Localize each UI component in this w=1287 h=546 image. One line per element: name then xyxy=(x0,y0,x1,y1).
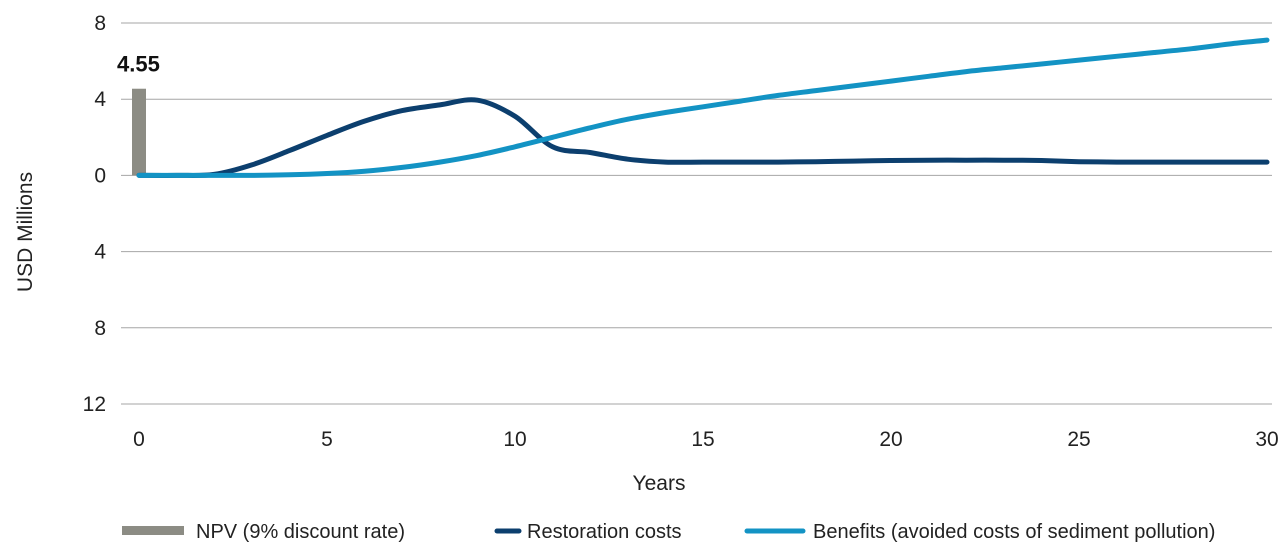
x-axis-title: Years xyxy=(633,472,686,495)
y-tick-label: 4 xyxy=(94,241,106,264)
npv-bar-label: 4.55 xyxy=(117,52,160,77)
restoration-costs-line xyxy=(136,97,1270,178)
y-tick-label: 8 xyxy=(94,317,106,340)
gridlines xyxy=(121,22,1272,405)
legend-label-benefits: Benefits (avoided costs of sediment poll… xyxy=(813,521,1215,543)
x-tick-labels: 0 5 10 15 20 25 30 xyxy=(133,428,1279,451)
series-lines xyxy=(136,37,1270,178)
legend-swatch-npv xyxy=(122,526,184,535)
benefits-line xyxy=(136,37,1270,178)
npv-bar-group: 4.55 xyxy=(117,52,160,176)
y-tick-label: 8 xyxy=(94,12,106,35)
x-tick-label: 15 xyxy=(691,428,714,451)
x-tick-label: 20 xyxy=(879,428,902,451)
y-tick-label: 12 xyxy=(83,393,106,416)
y-tick-labels: 8 4 0 4 8 12 xyxy=(83,12,107,416)
y-tick-label: 0 xyxy=(94,164,106,187)
x-tick-label: 5 xyxy=(321,428,333,451)
x-tick-label: 25 xyxy=(1067,428,1090,451)
legend-label-restoration: Restoration costs xyxy=(527,521,682,543)
x-tick-label: 10 xyxy=(503,428,526,451)
x-tick-label: 0 xyxy=(133,428,145,451)
y-axis-title: USD Millions xyxy=(14,172,37,292)
x-tick-label: 30 xyxy=(1255,428,1278,451)
npv-bar xyxy=(132,88,146,176)
y-tick-label: 4 xyxy=(94,88,106,111)
legend-label-npv: NPV (9% discount rate) xyxy=(196,521,405,543)
legend: NPV (9% discount rate) Restoration costs… xyxy=(122,521,1215,543)
